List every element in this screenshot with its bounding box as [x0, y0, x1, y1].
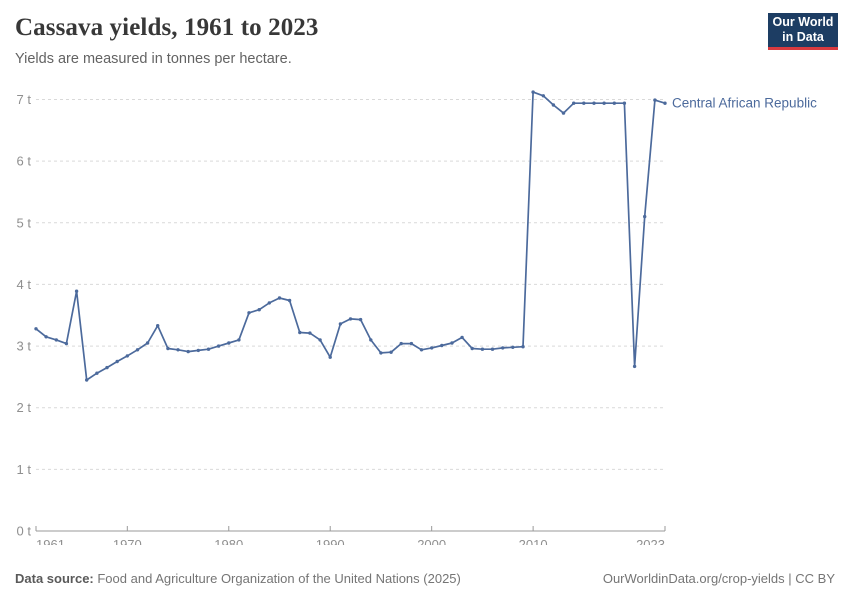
y-tick-label: 1 t: [17, 462, 32, 477]
data-point-marker[interactable]: [551, 103, 556, 107]
x-tick-label: 2023: [636, 537, 665, 545]
data-point-marker[interactable]: [490, 347, 495, 351]
data-point-marker[interactable]: [318, 338, 322, 342]
data-point-marker[interactable]: [389, 350, 393, 354]
data-point-marker[interactable]: [450, 341, 454, 345]
y-tick-label: 5 t: [17, 215, 32, 230]
data-point-marker[interactable]: [440, 343, 444, 348]
y-tick-label: 3 t: [17, 339, 32, 354]
data-point-marker[interactable]: [511, 345, 515, 349]
data-point-marker[interactable]: [460, 335, 464, 340]
x-tick-label: 2000: [417, 537, 446, 545]
data-point-marker[interactable]: [287, 298, 292, 303]
data-point-marker[interactable]: [298, 330, 302, 335]
data-point-marker[interactable]: [541, 94, 545, 98]
data-point-marker[interactable]: [166, 346, 170, 351]
data-point-marker[interactable]: [501, 346, 505, 350]
chart-subtitle: Yields are measured in tonnes per hectar…: [15, 51, 292, 67]
data-point-marker[interactable]: [85, 378, 89, 382]
data-point-marker[interactable]: [338, 322, 343, 326]
y-tick-label: 2 t: [17, 400, 32, 415]
data-point-marker[interactable]: [663, 101, 667, 105]
chart-footer: Data source: Food and Agriculture Organi…: [15, 571, 835, 586]
license-credit-link[interactable]: OurWorldinData.org/crop-yields | CC BY: [602, 571, 835, 586]
data-source-label: Data source:: [15, 571, 94, 586]
data-point-marker[interactable]: [612, 101, 616, 105]
data-point-marker[interactable]: [34, 327, 38, 331]
data-point-marker[interactable]: [216, 344, 221, 348]
data-point-marker[interactable]: [206, 347, 211, 351]
y-tick-label: 7 t: [17, 92, 32, 107]
data-point-marker[interactable]: [643, 214, 647, 219]
data-point-marker[interactable]: [622, 101, 627, 105]
data-point-marker[interactable]: [430, 346, 434, 350]
data-point-marker[interactable]: [419, 348, 424, 352]
x-tick-label: 1970: [113, 537, 142, 545]
data-point-marker[interactable]: [602, 101, 606, 105]
data-point-marker[interactable]: [409, 341, 414, 346]
x-tick-label: 1980: [214, 537, 243, 545]
data-point-marker[interactable]: [379, 351, 383, 355]
y-tick-label: 6 t: [17, 154, 32, 169]
owid-logo[interactable]: Our World in Data: [768, 13, 838, 50]
yield-chart[interactable]: 0 t 1 t 2 t 3 t 4 t 5 t 6 t 7 t 1961 1970 1980 1990…: [0, 80, 850, 545]
data-point-marker[interactable]: [227, 341, 231, 345]
data-point-marker[interactable]: [44, 335, 48, 339]
data-point-marker[interactable]: [521, 345, 525, 349]
data-point-marker[interactable]: [328, 355, 332, 359]
data-point-marker[interactable]: [64, 341, 69, 346]
data-point-marker[interactable]: [237, 338, 241, 342]
data-point-marker[interactable]: [308, 331, 312, 335]
data-point-marker[interactable]: [196, 348, 200, 353]
data-point-marker[interactable]: [632, 364, 637, 369]
data-point-marker[interactable]: [247, 311, 251, 315]
data-point-marker[interactable]: [470, 346, 474, 351]
data-point-marker[interactable]: [125, 354, 129, 358]
y-tick-label: 4 t: [17, 277, 32, 292]
data-point-marker[interactable]: [480, 347, 485, 351]
data-point-marker[interactable]: [176, 348, 180, 352]
data-point-marker[interactable]: [572, 101, 576, 105]
data-source-text: Food and Agriculture Organization of the…: [93, 571, 461, 586]
data-point-marker[interactable]: [135, 348, 140, 352]
data-point-marker[interactable]: [277, 296, 282, 300]
data-point-marker[interactable]: [186, 349, 190, 354]
data-point-marker[interactable]: [399, 341, 403, 346]
data-point-marker[interactable]: [561, 111, 566, 115]
owid-logo-text: Our World in Data: [772, 15, 834, 44]
data-point-marker[interactable]: [267, 301, 271, 305]
data-point-marker[interactable]: [105, 365, 109, 370]
data-source-note: Data source: Food and Agriculture Organi…: [15, 571, 461, 586]
data-point-marker[interactable]: [592, 101, 596, 105]
data-point-marker[interactable]: [115, 359, 119, 364]
chart-title: Cassava yields, 1961 to 2023: [15, 14, 319, 41]
data-point-marker[interactable]: [653, 98, 657, 102]
data-point-marker[interactable]: [74, 289, 79, 293]
x-tick-label: 1961: [36, 537, 65, 545]
data-point-marker[interactable]: [54, 338, 58, 342]
data-point-marker[interactable]: [531, 90, 535, 94]
series-label-central-african-republic[interactable]: Central African Republic: [672, 96, 817, 111]
series-line-central-african-republic[interactable]: [35, 91, 666, 381]
data-point-marker[interactable]: [257, 308, 261, 312]
x-tick-label: 2010: [519, 537, 548, 545]
data-point-marker[interactable]: [358, 317, 363, 322]
data-point-marker[interactable]: [348, 317, 353, 321]
y-tick-label: 0 t: [17, 524, 32, 539]
x-tick-label: 1990: [316, 537, 345, 545]
data-point-marker[interactable]: [145, 341, 150, 345]
data-point-marker[interactable]: [95, 371, 99, 375]
data-point-marker[interactable]: [582, 101, 586, 105]
data-point-marker[interactable]: [369, 338, 373, 342]
data-point-marker[interactable]: [156, 324, 160, 328]
